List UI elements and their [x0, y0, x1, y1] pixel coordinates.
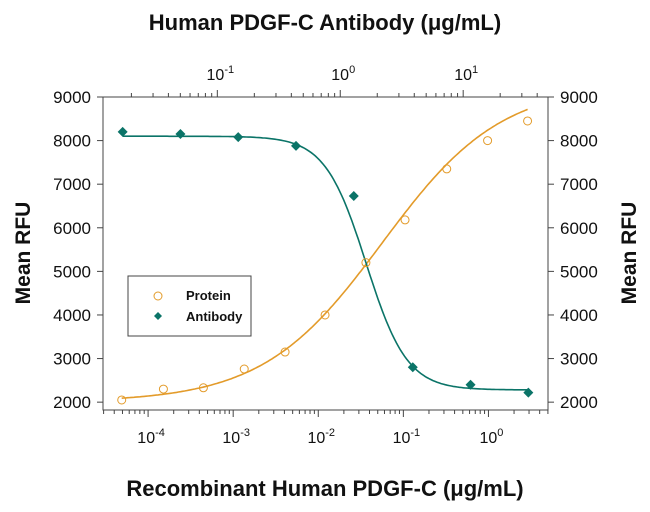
antibody-data-point — [465, 379, 476, 390]
plot-frame — [102, 96, 549, 411]
left-axis-title: Mean RFU — [12, 202, 35, 305]
antibody-data-point — [348, 190, 359, 201]
y-tick-label-left: 9000 — [53, 88, 91, 107]
protein-data-point — [320, 310, 330, 320]
top-x-tick-label: 100 — [331, 64, 355, 84]
y-tick-label-right: 5000 — [560, 262, 598, 281]
antibody-data-point — [117, 126, 128, 137]
y-tick-label-left: 8000 — [53, 132, 91, 151]
protein-data-point — [158, 384, 168, 394]
protein-fit-curve — [121, 108, 528, 399]
y-tick-label-left: 2000 — [53, 393, 91, 412]
protein-data-point — [239, 364, 249, 374]
bottom-x-tick-label: 10-4 — [137, 427, 165, 447]
y-tick-label-left: 6000 — [53, 219, 91, 238]
y-tick-label-right: 7000 — [560, 175, 598, 194]
protein-data-point — [198, 383, 208, 393]
y-tick-label-left: 7000 — [53, 175, 91, 194]
protein-data-point — [280, 347, 290, 357]
top-x-tick-label: 101 — [454, 64, 478, 84]
protein-data-point — [117, 395, 127, 405]
bottom-x-tick-label: 100 — [479, 427, 503, 447]
top-x-tick-label: 10-1 — [207, 64, 235, 84]
protein-data-point — [361, 258, 371, 268]
antibody-data-point — [233, 132, 244, 143]
y-tick-label-left: 5000 — [53, 262, 91, 281]
protein-data-point — [442, 164, 452, 174]
legend-antibody-label: Antibody — [186, 309, 243, 324]
legend-box — [127, 275, 252, 337]
antibody-data-point — [290, 140, 301, 151]
legend: Protein Antibody — [127, 275, 252, 337]
antibody-data-point — [407, 362, 418, 373]
antibody-data-point — [523, 387, 534, 398]
legend-antibody-marker — [154, 312, 162, 320]
y-tick-label-right: 8000 — [560, 132, 598, 151]
y-tick-label-left: 4000 — [53, 306, 91, 325]
y-tick-label-right: 9000 — [560, 88, 598, 107]
y-tick-label-right: 6000 — [560, 219, 598, 238]
bottom-x-tick-label: 10-2 — [307, 427, 335, 447]
y-tick-label-right: 4000 — [560, 306, 598, 325]
bottom-x-tick-label: 10-1 — [393, 427, 421, 447]
top-axis-title: Human PDGF-C Antibody (μg/mL) — [149, 10, 501, 35]
legend-protein-marker — [153, 291, 163, 301]
protein-data-point — [483, 136, 493, 146]
right-axis-title: Mean RFU — [618, 202, 641, 305]
antibody-fit-curve — [122, 135, 529, 391]
bottom-axis-title: Recombinant Human PDGF-C (μg/mL) — [126, 476, 523, 501]
y-tick-label-right: 3000 — [560, 350, 598, 369]
y-tick-label-right: 2000 — [560, 393, 598, 412]
bottom-x-tick-label: 10-3 — [222, 427, 250, 447]
antibody-data-point — [175, 129, 186, 140]
protein-data-point — [400, 215, 410, 225]
y-tick-label-left: 3000 — [53, 350, 91, 369]
legend-protein-label: Protein — [186, 288, 231, 303]
protein-data-point — [523, 116, 533, 126]
